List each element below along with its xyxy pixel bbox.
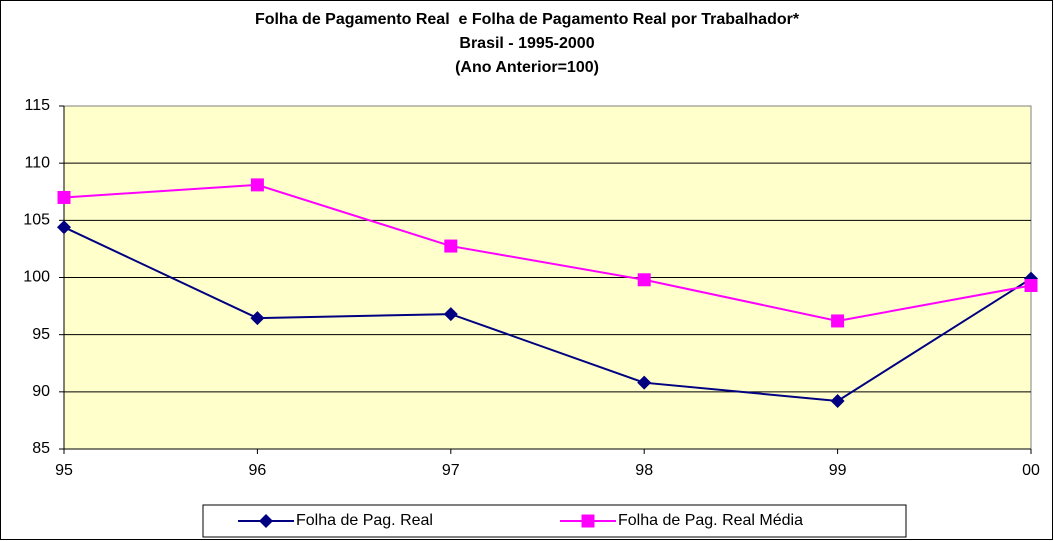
y-tick-label: 90 (32, 383, 50, 400)
y-tick-label: 110 (24, 154, 50, 171)
chart-title: Folha de Pagamento Real e Folha de Pagam… (255, 11, 800, 28)
data-point (57, 190, 71, 204)
series-line (63, 226, 1032, 403)
legend-label: Folha de Pag. Real Média (618, 512, 803, 529)
y-tick-label: 85 (32, 440, 50, 457)
series-line (63, 183, 1032, 322)
y-tick-label: 100 (23, 269, 50, 286)
y-tick-label: 105 (23, 212, 50, 229)
y-tick-label: 115 (24, 97, 50, 114)
legend-label: Folha de Pag. Real (296, 512, 433, 529)
y-tick-label: 95 (32, 326, 50, 343)
data-point (250, 178, 264, 192)
x-tick-label: 00 (1022, 462, 1040, 479)
data-point (831, 314, 845, 328)
data-point (250, 311, 265, 326)
x-tick-label: 97 (442, 462, 460, 479)
data-point (443, 307, 458, 322)
legend-marker (581, 514, 595, 528)
x-tick-label: 96 (249, 462, 267, 479)
legend (202, 504, 907, 538)
legend-marker (259, 514, 273, 528)
chart-subtitle: Brasil - 1995-2000 (459, 35, 594, 52)
data-point (830, 393, 845, 408)
x-tick-label: 98 (635, 462, 653, 479)
x-tick-label: 95 (55, 462, 73, 479)
data-point (444, 239, 458, 253)
x-tick-label: 99 (829, 462, 847, 479)
chart-subtitle: (Ano Anterior=100) (455, 59, 599, 76)
data-point (637, 375, 652, 390)
data-point (637, 273, 651, 287)
data-point (57, 220, 71, 235)
data-point (1024, 279, 1038, 293)
